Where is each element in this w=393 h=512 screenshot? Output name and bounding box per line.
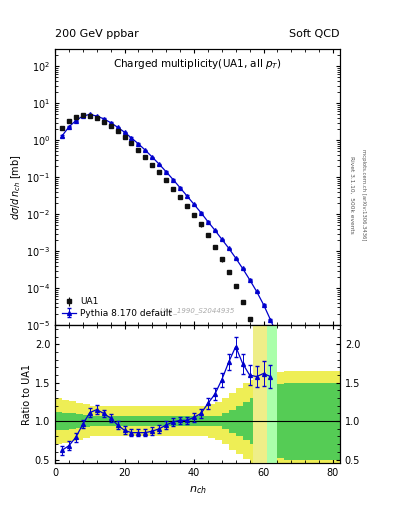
Text: 200 GeV ppbar: 200 GeV ppbar bbox=[55, 29, 139, 39]
Text: UA1_1990_S2044935: UA1_1990_S2044935 bbox=[160, 307, 235, 314]
Y-axis label: Ratio to UA1: Ratio to UA1 bbox=[22, 364, 32, 425]
Bar bbox=[253, 325, 267, 463]
Text: mcplots.cern.ch [arXiv:1306.3436]: mcplots.cern.ch [arXiv:1306.3436] bbox=[361, 149, 366, 240]
Y-axis label: $d\sigma/d\,n_{ch}$ [mb]: $d\sigma/d\,n_{ch}$ [mb] bbox=[9, 154, 23, 220]
Text: Soft QCD: Soft QCD bbox=[290, 29, 340, 39]
Bar bbox=[267, 325, 277, 463]
Text: Rivet 3.1.10,  500k events: Rivet 3.1.10, 500k events bbox=[349, 156, 354, 233]
X-axis label: $n_{ch}$: $n_{ch}$ bbox=[189, 484, 206, 496]
Text: Charged multiplicity(UA1, all $p_T$): Charged multiplicity(UA1, all $p_T$) bbox=[113, 57, 282, 71]
Legend: UA1, Pythia 8.170 default: UA1, Pythia 8.170 default bbox=[59, 294, 175, 321]
